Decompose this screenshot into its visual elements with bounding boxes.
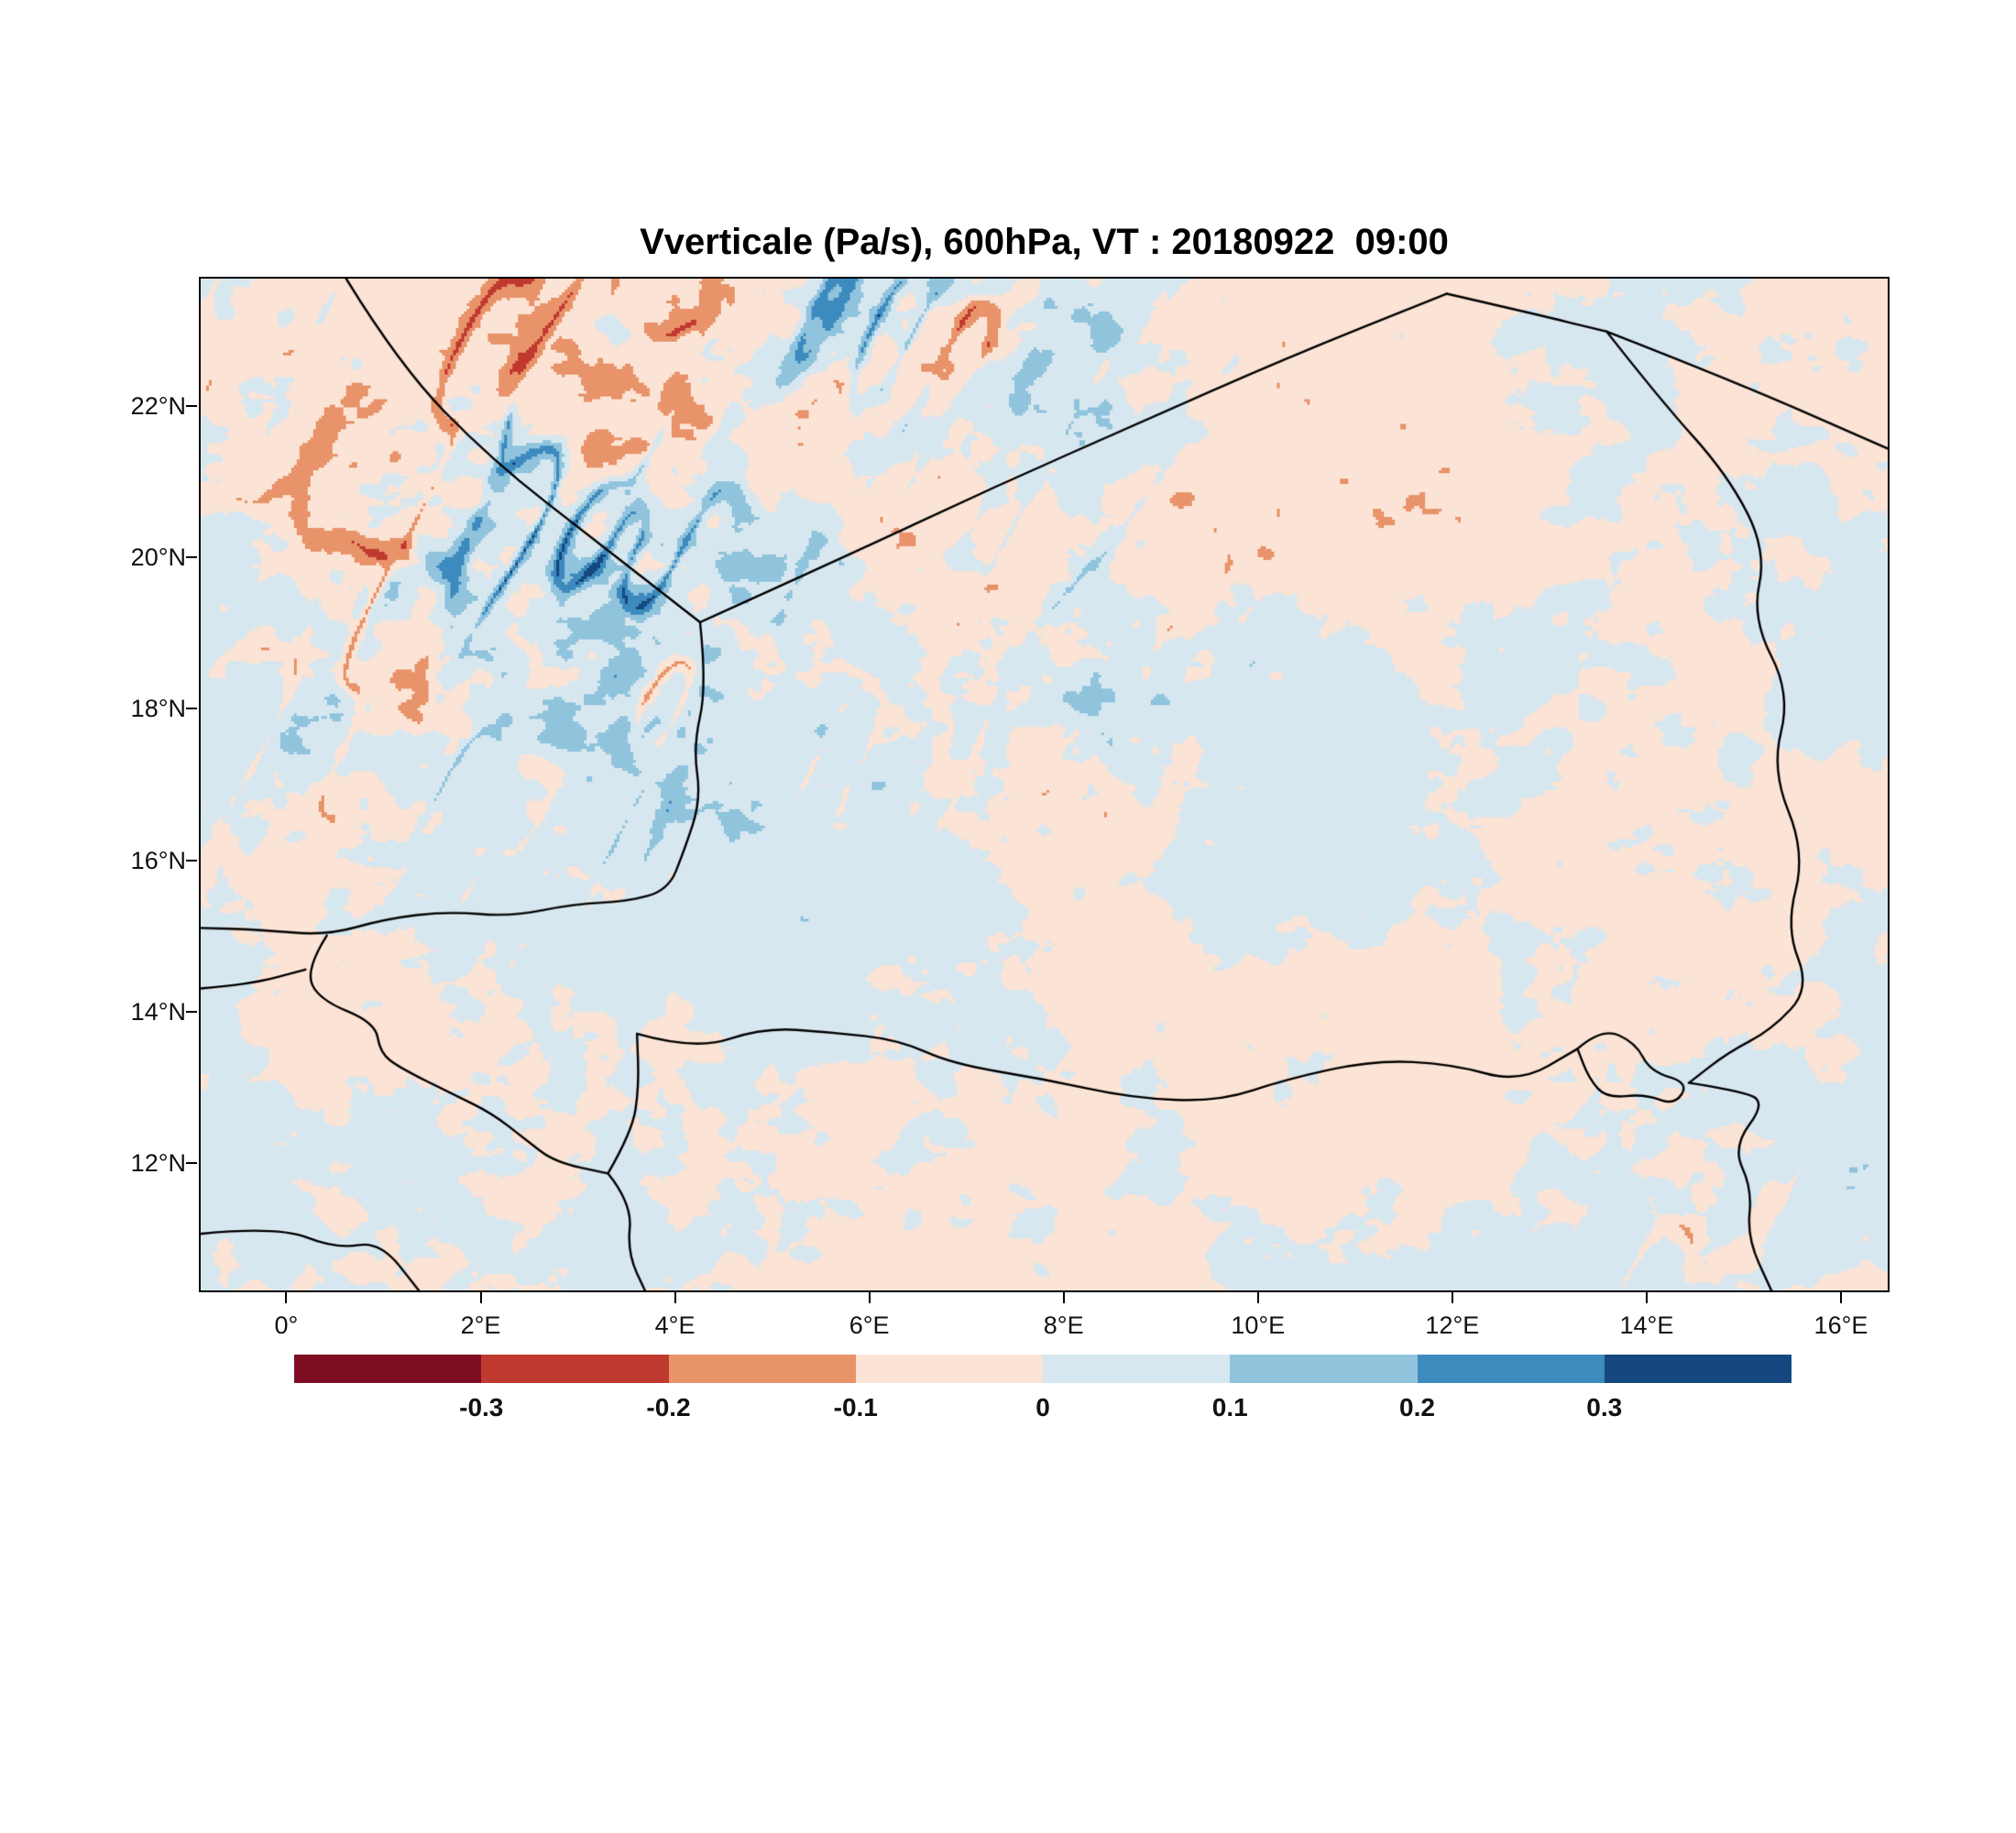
lon-tickmark <box>479 1292 482 1303</box>
colorbar-tick-label: -0.3 <box>459 1393 504 1421</box>
lon-tickmark <box>1645 1292 1648 1303</box>
colorbar-segment <box>1043 1355 1231 1383</box>
lat-tick-label: 14°N <box>130 998 186 1026</box>
lon-tickmark <box>1451 1292 1453 1303</box>
lon-tick-label: 8°E <box>1043 1312 1084 1339</box>
map-plot <box>199 277 1890 1292</box>
lat-tick-label: 18°N <box>130 695 186 723</box>
lon-tickmark <box>868 1292 871 1303</box>
lon-tickmark <box>1256 1292 1259 1303</box>
lat-tick-label: 12°N <box>130 1149 186 1178</box>
colorbar-segment <box>855 1355 1043 1383</box>
colorbar-tick-label: 0.1 <box>1211 1393 1248 1421</box>
lon-tick-label: 2°E <box>460 1312 501 1339</box>
colorbar <box>294 1355 1791 1383</box>
lon-tickmark <box>285 1292 288 1303</box>
colorbar-segment <box>1417 1355 1605 1383</box>
field-canvas <box>201 279 1888 1290</box>
lat-tickmark <box>186 1162 197 1165</box>
lon-tick-label: 12°E <box>1425 1312 1480 1339</box>
colorbar-segment <box>481 1355 669 1383</box>
lat-tickmark <box>186 555 197 558</box>
lat-tick-label: 22°N <box>130 391 186 420</box>
lon-tickmark <box>674 1292 676 1303</box>
lon-tick-label: 4°E <box>654 1312 696 1339</box>
lon-tickmark <box>1062 1292 1065 1303</box>
colorbar-tick-label: -0.2 <box>646 1393 691 1421</box>
lat-tickmark <box>186 859 197 862</box>
colorbar-tick-label: 0.3 <box>1586 1393 1623 1421</box>
colorbar-segment <box>1230 1355 1418 1383</box>
lat-tickmark <box>186 708 197 710</box>
chart-title: Vverticale (Pa/s), 600hPa, VT : 20180922… <box>640 222 1449 262</box>
lat-tick-label: 20°N <box>130 543 186 571</box>
colorbar-tick-label: 0 <box>1035 1393 1050 1421</box>
lat-tickmark <box>186 1011 197 1014</box>
colorbar-segment <box>294 1355 482 1383</box>
lon-tick-label: 0° <box>274 1312 299 1339</box>
lon-tick-label: 14°E <box>1619 1312 1674 1339</box>
lon-tick-label: 10°E <box>1231 1312 1286 1339</box>
colorbar-tick-label: -0.1 <box>833 1393 878 1421</box>
colorbar-segment <box>1604 1355 1791 1383</box>
lon-tick-label: 16°E <box>1813 1312 1868 1339</box>
lon-tickmark <box>1839 1292 1842 1303</box>
lat-tickmark <box>186 404 197 407</box>
lat-tick-label: 16°N <box>130 846 186 874</box>
colorbar-tick-label: 0.2 <box>1399 1393 1435 1421</box>
colorbar-segment <box>668 1355 856 1383</box>
lon-tick-label: 6°E <box>849 1312 890 1339</box>
